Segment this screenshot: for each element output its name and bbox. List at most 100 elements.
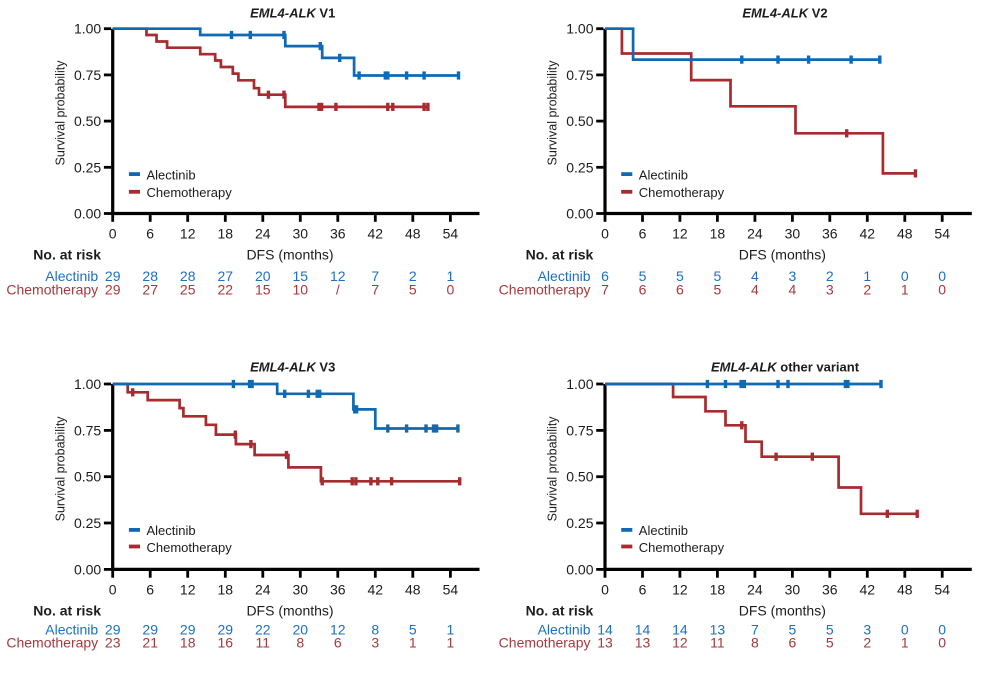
svg-text:No. at risk: No. at risk: [526, 602, 594, 618]
svg-text:29: 29: [105, 621, 121, 637]
svg-text:6: 6: [639, 282, 647, 298]
svg-text:EML4-ALK V2: EML4-ALK V2: [742, 5, 827, 20]
svg-text:10: 10: [293, 282, 309, 298]
svg-text:22: 22: [255, 621, 271, 637]
svg-text:6: 6: [639, 582, 647, 598]
svg-text:4: 4: [751, 268, 759, 284]
svg-text:0.50: 0.50: [566, 469, 593, 485]
svg-text:12: 12: [330, 621, 346, 637]
svg-text:6: 6: [789, 635, 797, 651]
svg-text:29: 29: [142, 621, 158, 637]
svg-text:DFS (months): DFS (months): [246, 602, 333, 618]
svg-text:36: 36: [330, 226, 346, 242]
svg-text:24: 24: [255, 226, 271, 242]
svg-text:Alectinib: Alectinib: [45, 621, 98, 637]
svg-text:0.75: 0.75: [566, 422, 593, 438]
svg-text:7: 7: [601, 282, 609, 298]
svg-text:0.75: 0.75: [566, 67, 593, 83]
svg-text:16: 16: [218, 635, 234, 651]
svg-text:30: 30: [785, 226, 801, 242]
svg-text:1: 1: [447, 635, 455, 651]
svg-text:11: 11: [256, 635, 271, 651]
svg-text:5: 5: [676, 268, 684, 284]
svg-text:27: 27: [218, 268, 234, 284]
svg-text:0: 0: [938, 282, 946, 298]
svg-text:3: 3: [789, 268, 797, 284]
svg-text:0.00: 0.00: [74, 561, 101, 577]
svg-text:Survival probability: Survival probability: [546, 60, 560, 166]
svg-text:2: 2: [826, 268, 834, 284]
svg-text:42: 42: [368, 582, 384, 598]
svg-text:6: 6: [639, 226, 647, 242]
svg-text:7: 7: [371, 282, 379, 298]
svg-text:8: 8: [371, 621, 379, 637]
svg-text:6: 6: [146, 582, 154, 598]
svg-text:Alectinib: Alectinib: [538, 268, 591, 284]
svg-text:15: 15: [255, 282, 271, 298]
svg-text:1.00: 1.00: [74, 21, 101, 37]
svg-text:Survival probability: Survival probability: [546, 416, 560, 522]
svg-text:Chemotherapy: Chemotherapy: [6, 635, 98, 651]
svg-text:3: 3: [826, 282, 834, 298]
svg-text:/: /: [336, 282, 340, 298]
svg-text:18: 18: [218, 582, 234, 598]
svg-text:Alectinib: Alectinib: [147, 523, 196, 538]
svg-text:0: 0: [901, 268, 909, 284]
svg-text:2: 2: [409, 268, 417, 284]
svg-text:29: 29: [180, 621, 196, 637]
svg-text:15: 15: [293, 268, 309, 284]
svg-text:23: 23: [105, 635, 121, 651]
svg-text:5: 5: [409, 282, 417, 298]
svg-text:Chemotherapy: Chemotherapy: [499, 282, 591, 298]
svg-text:54: 54: [443, 226, 459, 242]
svg-text:12: 12: [672, 226, 688, 242]
svg-text:Chemotherapy: Chemotherapy: [147, 185, 233, 200]
svg-text:1: 1: [447, 268, 455, 284]
svg-text:DFS (months): DFS (months): [739, 247, 826, 263]
svg-text:14: 14: [597, 621, 613, 637]
svg-text:2: 2: [863, 282, 871, 298]
svg-text:Chemotherapy: Chemotherapy: [6, 282, 98, 298]
svg-text:12: 12: [180, 582, 196, 598]
svg-text:54: 54: [443, 582, 459, 598]
svg-text:30: 30: [293, 582, 309, 598]
svg-text:54: 54: [934, 582, 950, 598]
svg-text:1: 1: [863, 268, 871, 284]
svg-text:36: 36: [330, 582, 346, 598]
svg-text:5: 5: [639, 268, 647, 284]
svg-text:1: 1: [901, 635, 909, 651]
svg-text:EML4-ALK V3: EML4-ALK V3: [250, 360, 335, 375]
svg-text:29: 29: [105, 268, 121, 284]
svg-text:Chemotherapy: Chemotherapy: [639, 540, 725, 555]
svg-text:18: 18: [710, 226, 726, 242]
svg-text:2: 2: [863, 635, 871, 651]
svg-text:5: 5: [826, 635, 834, 651]
svg-text:48: 48: [405, 582, 421, 598]
svg-text:18: 18: [710, 582, 726, 598]
svg-text:0: 0: [938, 268, 946, 284]
svg-text:1.00: 1.00: [74, 376, 101, 392]
svg-text:3: 3: [371, 635, 379, 651]
svg-text:1.00: 1.00: [566, 376, 593, 392]
svg-text:0.00: 0.00: [566, 561, 593, 577]
svg-text:25: 25: [180, 282, 196, 298]
svg-text:5: 5: [714, 268, 722, 284]
svg-text:7: 7: [371, 268, 379, 284]
svg-text:12: 12: [180, 226, 196, 242]
svg-text:54: 54: [934, 226, 950, 242]
svg-text:Chemotherapy: Chemotherapy: [147, 540, 233, 555]
svg-text:21: 21: [142, 635, 158, 651]
svg-text:Alectinib: Alectinib: [639, 523, 688, 538]
svg-text:0.25: 0.25: [74, 515, 101, 531]
svg-text:12: 12: [330, 268, 346, 284]
svg-text:20: 20: [255, 268, 271, 284]
svg-text:4: 4: [751, 282, 759, 298]
svg-text:1: 1: [901, 282, 909, 298]
svg-text:0.75: 0.75: [74, 67, 101, 83]
svg-text:DFS (months): DFS (months): [739, 602, 826, 618]
svg-text:6: 6: [146, 226, 154, 242]
svg-text:1: 1: [409, 635, 417, 651]
svg-text:20: 20: [293, 621, 309, 637]
svg-text:8: 8: [751, 635, 759, 651]
svg-text:18: 18: [218, 226, 234, 242]
